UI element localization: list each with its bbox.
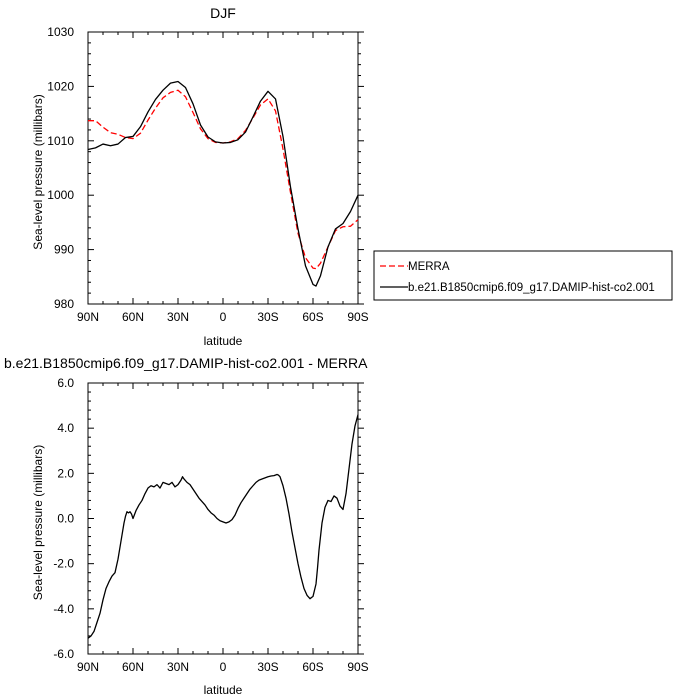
series-line-merra	[88, 89, 359, 270]
series-line-model	[87, 414, 359, 639]
legend-box	[373, 250, 673, 301]
x-tick-label: 30N	[167, 310, 189, 324]
chart-panel-2: b.e21.B1850cmip6.f09_g17.DAMIP-hist-co2.…	[4, 355, 369, 697]
x-tick-label: 0	[220, 310, 227, 324]
chart-title: DJF	[210, 5, 236, 21]
y-tick-label: 6.0	[57, 376, 74, 390]
x-tick-label: 60S	[302, 310, 323, 324]
x-axis-label: latitude	[204, 683, 243, 697]
series-line-model	[87, 80, 359, 287]
x-tick-label: 60N	[122, 660, 144, 674]
x-tick-label: 90S	[347, 660, 368, 674]
x-tick-label: 30S	[257, 310, 278, 324]
x-tick-label: 90S	[347, 310, 368, 324]
y-tick-label: 980	[54, 297, 74, 311]
y-axis-label: Sea-level pressure (millibars)	[31, 94, 45, 249]
x-tick-label: 90N	[77, 310, 99, 324]
y-tick-label: -6.0	[53, 647, 74, 661]
y-tick-label: 0.0	[57, 512, 74, 526]
y-tick-label: 1020	[47, 79, 74, 93]
x-tick-label: 0	[220, 660, 227, 674]
y-tick-label: 4.0	[57, 421, 74, 435]
y-tick-label: 990	[54, 243, 74, 257]
y-tick-label: 1030	[47, 25, 74, 39]
x-tick-label: 90N	[77, 660, 99, 674]
x-axis-label: latitude	[204, 334, 243, 348]
x-tick-label: 60N	[122, 310, 144, 324]
plot-frame	[87, 31, 359, 305]
y-tick-label: -2.0	[53, 557, 74, 571]
legend-label-1: MERRA	[408, 261, 450, 273]
chart-title: b.e21.B1850cmip6.f09_g17.DAMIP-hist-co2.…	[4, 355, 368, 371]
x-tick-label: 30S	[257, 660, 278, 674]
x-tick-label: 60S	[302, 660, 323, 674]
legend: MERRA b.e21.B1850cmip6.f09_g17.DAMIP-hist…	[373, 250, 673, 301]
y-tick-label: 1010	[47, 134, 74, 148]
y-tick-label: 1000	[47, 188, 74, 202]
plot-frame	[87, 382, 359, 655]
chart-panel-1: DJF 90N 60N 30N 0 30S 60S 90S 980 990 1000 1010 1020…	[31, 5, 673, 348]
legend-label-2: b.e21.B1850cmip6.f09_g17.DAMIP-hist-co2.…	[408, 282, 655, 294]
y-tick-label: 2.0	[57, 466, 74, 480]
y-axis-label: Sea-level pressure (millibars)	[31, 445, 45, 600]
y-tick-label: -4.0	[53, 602, 74, 616]
x-tick-label: 30N	[167, 660, 189, 674]
